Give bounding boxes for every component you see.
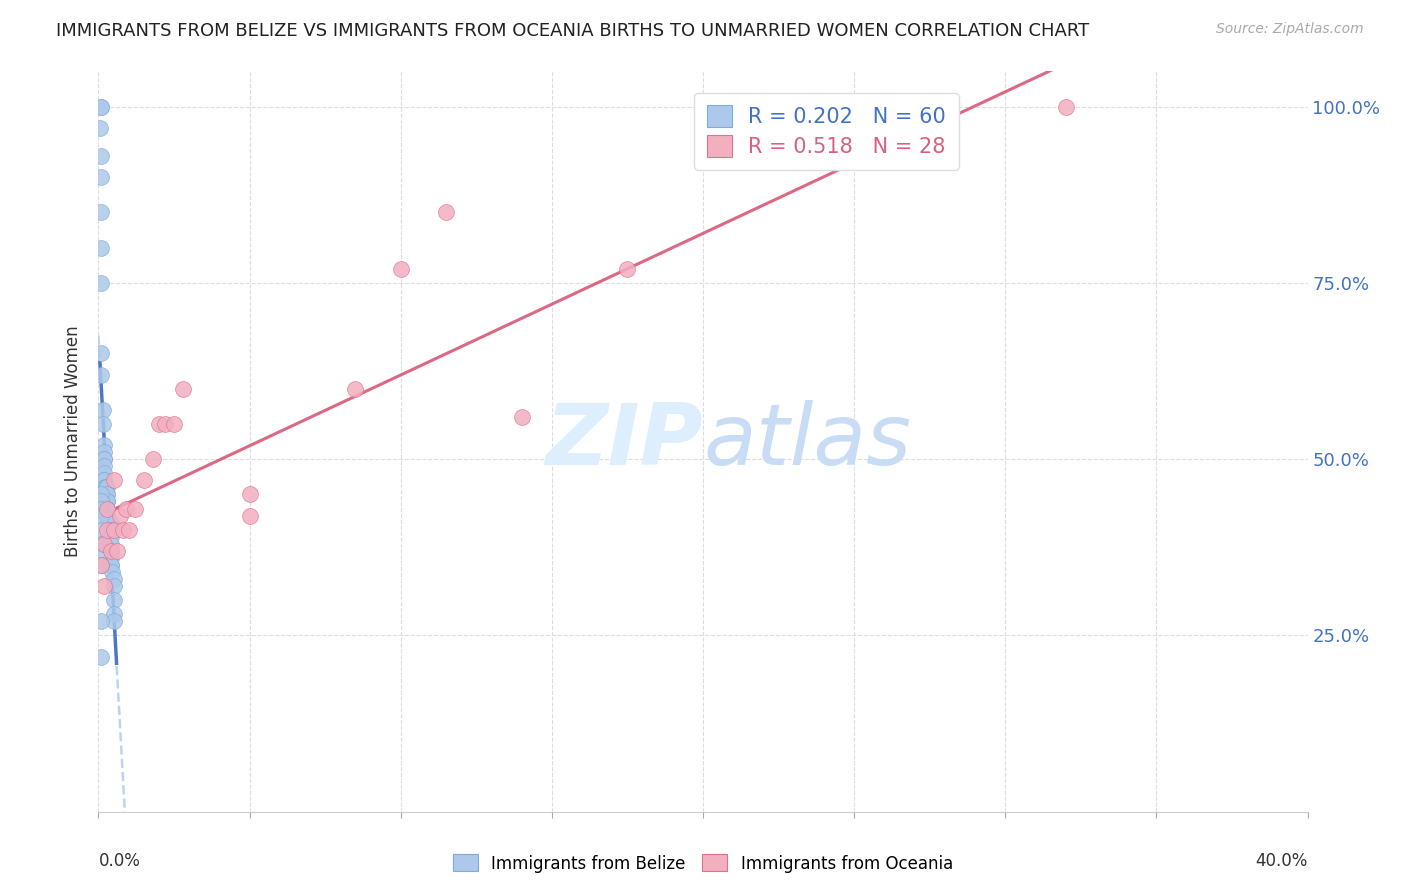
Point bbox=[93, 445, 115, 459]
Point bbox=[101, 565, 124, 579]
Point bbox=[100, 530, 122, 544]
Point bbox=[118, 523, 141, 537]
Point bbox=[434, 205, 457, 219]
Point bbox=[90, 649, 112, 664]
Point bbox=[89, 120, 111, 135]
Point bbox=[90, 508, 112, 523]
Point bbox=[96, 480, 118, 494]
Text: atlas: atlas bbox=[703, 400, 911, 483]
Point bbox=[90, 241, 112, 255]
Point bbox=[616, 261, 638, 276]
Point bbox=[96, 508, 118, 523]
Point bbox=[91, 417, 114, 431]
Point bbox=[96, 487, 118, 501]
Point bbox=[100, 558, 122, 572]
Point bbox=[90, 501, 112, 516]
Point bbox=[93, 438, 115, 452]
Point bbox=[103, 473, 125, 487]
Point bbox=[96, 508, 118, 523]
Point bbox=[96, 501, 118, 516]
Point bbox=[124, 501, 146, 516]
Point bbox=[90, 494, 112, 508]
Point bbox=[90, 537, 112, 551]
Point bbox=[132, 473, 155, 487]
Point bbox=[344, 382, 367, 396]
Point bbox=[389, 261, 412, 276]
Point bbox=[111, 523, 134, 537]
Point bbox=[93, 459, 115, 474]
Point bbox=[103, 607, 125, 622]
Point bbox=[100, 550, 122, 565]
Point bbox=[163, 417, 186, 431]
Point bbox=[153, 417, 176, 431]
Point bbox=[172, 382, 194, 396]
Point bbox=[114, 501, 136, 516]
Point bbox=[108, 508, 131, 523]
Text: IMMIGRANTS FROM BELIZE VS IMMIGRANTS FROM OCEANIA BIRTHS TO UNMARRIED WOMEN CORR: IMMIGRANTS FROM BELIZE VS IMMIGRANTS FRO… bbox=[56, 22, 1090, 40]
Text: 0.0%: 0.0% bbox=[98, 853, 141, 871]
Point bbox=[90, 487, 112, 501]
Legend: Immigrants from Belize, Immigrants from Oceania: Immigrants from Belize, Immigrants from … bbox=[446, 847, 960, 880]
Point bbox=[90, 100, 112, 114]
Y-axis label: Births to Unmarried Women: Births to Unmarried Women bbox=[65, 326, 83, 558]
Point bbox=[90, 615, 112, 629]
Point bbox=[93, 473, 115, 487]
Point bbox=[96, 508, 118, 523]
Point bbox=[96, 494, 118, 508]
Point bbox=[100, 544, 122, 558]
Text: 40.0%: 40.0% bbox=[1256, 853, 1308, 871]
Point bbox=[90, 170, 112, 185]
Point bbox=[90, 346, 112, 360]
Point bbox=[96, 494, 118, 508]
Point bbox=[90, 100, 112, 114]
Point bbox=[93, 452, 115, 467]
Point bbox=[96, 487, 118, 501]
Point bbox=[91, 402, 114, 417]
Point bbox=[510, 409, 533, 424]
Point bbox=[96, 501, 118, 516]
Point bbox=[239, 487, 262, 501]
Point bbox=[93, 467, 115, 481]
Point bbox=[90, 149, 112, 163]
Point bbox=[100, 537, 122, 551]
Point bbox=[103, 593, 125, 607]
Point bbox=[90, 544, 112, 558]
Point bbox=[100, 558, 122, 572]
Point bbox=[1054, 100, 1077, 114]
Point bbox=[100, 523, 122, 537]
Point bbox=[94, 480, 117, 494]
Point bbox=[142, 452, 165, 467]
Legend: R = 0.202   N = 60, R = 0.518   N = 28: R = 0.202 N = 60, R = 0.518 N = 28 bbox=[695, 93, 959, 169]
Text: Source: ZipAtlas.com: Source: ZipAtlas.com bbox=[1216, 22, 1364, 37]
Point bbox=[239, 508, 262, 523]
Point bbox=[96, 501, 118, 516]
Point bbox=[103, 523, 125, 537]
Point bbox=[96, 523, 118, 537]
Point bbox=[100, 544, 122, 558]
Point bbox=[148, 417, 170, 431]
Point bbox=[93, 473, 115, 487]
Point bbox=[100, 523, 122, 537]
Point bbox=[98, 516, 121, 530]
Point bbox=[90, 276, 112, 290]
Point bbox=[93, 537, 115, 551]
Point bbox=[90, 558, 112, 572]
Point bbox=[90, 205, 112, 219]
Point bbox=[93, 452, 115, 467]
Text: ZIP: ZIP bbox=[546, 400, 703, 483]
Point bbox=[90, 368, 112, 382]
Point bbox=[90, 523, 112, 537]
Point bbox=[105, 544, 128, 558]
Point bbox=[94, 480, 117, 494]
Point bbox=[96, 494, 118, 508]
Point bbox=[93, 480, 115, 494]
Point bbox=[103, 579, 125, 593]
Point bbox=[93, 579, 115, 593]
Point bbox=[100, 516, 122, 530]
Point bbox=[90, 558, 112, 572]
Point bbox=[103, 615, 125, 629]
Point bbox=[103, 572, 125, 586]
